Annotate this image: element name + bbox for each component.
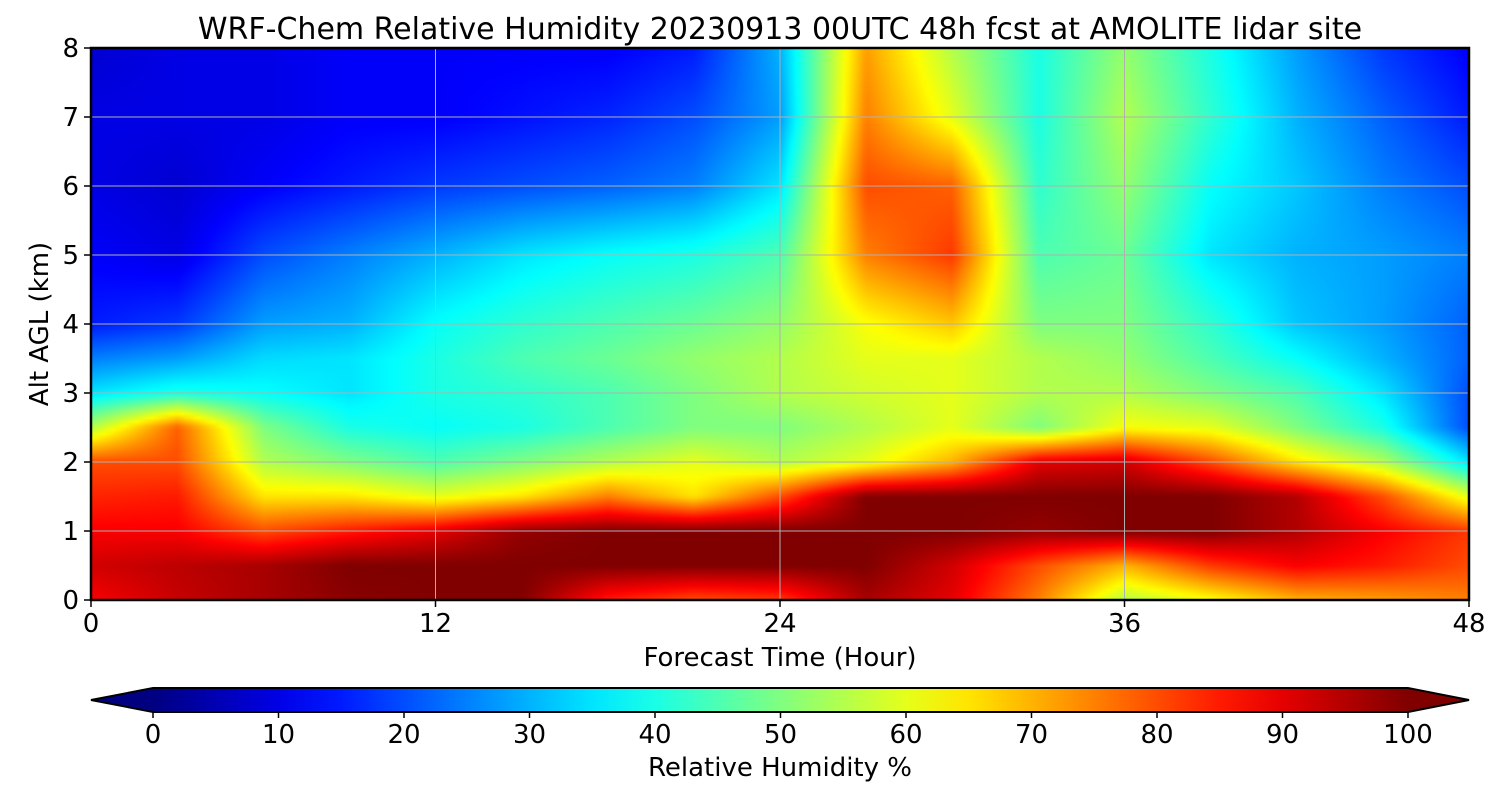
colorbar-ticks: 0 10 20 30 40 50 60 70 80 90 100 xyxy=(145,712,1433,750)
colorbar-label: Relative Humidity % xyxy=(648,753,912,783)
colorbar-tick-label: 100 xyxy=(1383,720,1433,750)
chart-title: WRF-Chem Relative Humidity 20230913 00UT… xyxy=(198,12,1362,47)
colorbar-tick-label: 50 xyxy=(764,720,797,750)
colorbar-tick-label: 60 xyxy=(889,720,922,750)
y-axis-label: Alt AGL (km) xyxy=(25,242,55,406)
y-tick-label: 0 xyxy=(62,586,79,616)
y-tick-label: 8 xyxy=(62,34,79,64)
colorbar-tick-label: 80 xyxy=(1140,720,1173,750)
y-tick-label: 1 xyxy=(62,517,79,547)
y-tick-label: 4 xyxy=(62,310,79,340)
x-tick-label: 24 xyxy=(763,609,796,639)
y-tick-label: 2 xyxy=(62,448,79,478)
colorbar-tick-label: 0 xyxy=(145,720,162,750)
colorbar-tick-label: 70 xyxy=(1015,720,1048,750)
colorbar: 0 10 20 30 40 50 60 70 80 90 100 Relative Humidity… xyxy=(90,687,1470,783)
colorbar-body xyxy=(153,688,1408,712)
x-tick-label: 36 xyxy=(1108,609,1141,639)
y-tick-label: 5 xyxy=(62,241,79,271)
x-tick-label: 48 xyxy=(1452,609,1485,639)
colorbar-tick-label: 20 xyxy=(387,720,420,750)
y-tick-label: 6 xyxy=(62,172,79,202)
x-axis-label: Forecast Time (Hour) xyxy=(643,643,916,673)
colorbar-tick-label: 40 xyxy=(638,720,671,750)
y-axis-ticks: 0 1 2 3 4 5 6 7 8 xyxy=(62,34,91,616)
colorbar-extend-high xyxy=(1408,688,1469,712)
colorbar-extend-low xyxy=(91,688,153,712)
x-tick-label: 0 xyxy=(83,609,100,639)
colorbar-tick-label: 30 xyxy=(513,720,546,750)
x-tick-label: 12 xyxy=(419,609,452,639)
colorbar-tick-label: 90 xyxy=(1266,720,1299,750)
y-tick-label: 7 xyxy=(62,103,79,133)
x-axis-ticks: 0 12 24 36 48 xyxy=(83,600,1486,639)
y-tick-label: 3 xyxy=(62,379,79,409)
grid xyxy=(91,48,1469,600)
colorbar-tick-label: 10 xyxy=(262,720,295,750)
